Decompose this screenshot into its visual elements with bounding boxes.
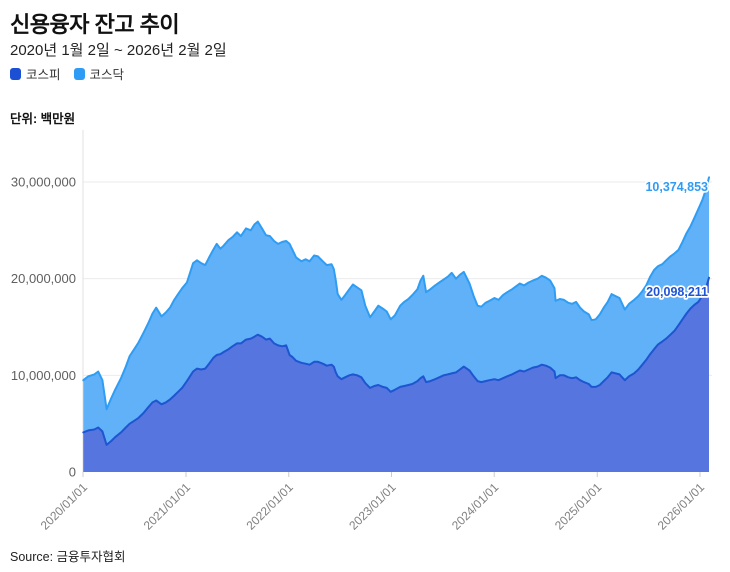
kospi-line	[82, 276, 710, 446]
page-title: 신용융자 잔고 추이	[10, 12, 180, 37]
y-axis-label: 20,000,000	[11, 271, 76, 286]
legend-label-kosdaq: 코스닥	[89, 68, 125, 82]
unit-label: 단위: 백만원	[10, 112, 76, 126]
legend-item-kospi[interactable]: 코스피	[10, 64, 61, 83]
y-axis-label: 10,000,000	[11, 368, 76, 383]
x-axis-label: 2021/01/01	[141, 480, 194, 533]
y-axis-label: 0	[69, 465, 76, 480]
y-axis-label: 30,000,000	[11, 175, 76, 190]
series-end-label: 10,374,853	[645, 180, 708, 194]
legend-label-kospi: 코스피	[26, 68, 61, 82]
kospi-swatch-icon	[10, 67, 21, 80]
x-axis-label: 2022/01/01	[244, 480, 297, 533]
kosdaq-line	[82, 176, 710, 411]
legend-item-kosdaq[interactable]: 코스닥	[73, 64, 125, 83]
source-credit: Source: 금융투자협회	[10, 550, 126, 564]
kosdaq-swatch-icon	[73, 67, 85, 80]
series-end-label: 20,098,211	[646, 285, 708, 299]
x-axis-label: 2024/01/01	[449, 480, 502, 533]
date-range-subtitle: 2020년 1월 2일 ~ 2026년 2월 2일	[10, 42, 227, 59]
x-axis-label: 2020/01/01	[38, 480, 91, 533]
x-axis-label: 2023/01/01	[346, 480, 399, 533]
x-axis-label: 2026/01/01	[655, 480, 708, 533]
x-axis-label: 2025/01/01	[552, 480, 605, 533]
kospi-area	[83, 277, 710, 472]
chart-legend: 코스피 코스닥	[10, 64, 124, 83]
